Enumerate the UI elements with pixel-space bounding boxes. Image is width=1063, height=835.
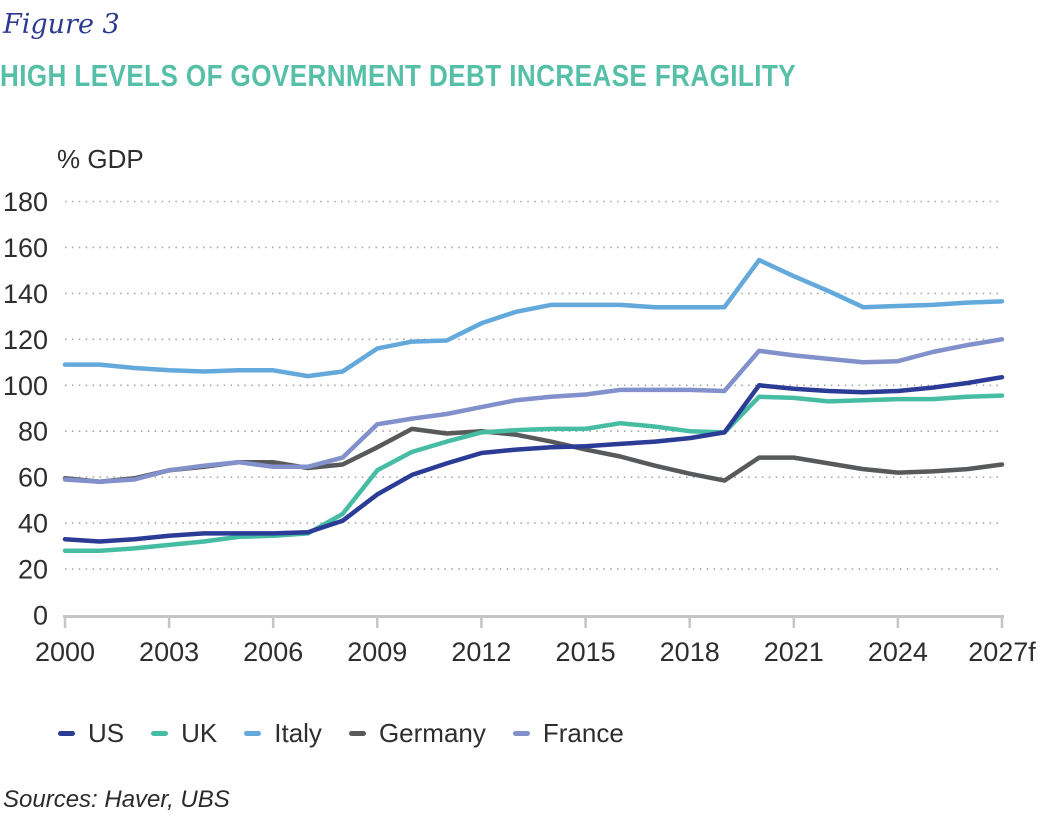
x-tick-label: 2015	[556, 637, 616, 667]
series-line-us	[62, 374, 1005, 544]
legend-label-uk: UK	[181, 718, 218, 748]
us-line-swatch-icon	[58, 730, 75, 736]
italy-line-swatch-icon	[244, 730, 262, 736]
chart-title: HIGH LEVELS OF GOVERNMENT DEBT INCREASE …	[0, 58, 797, 93]
x-tick-label: 2006	[243, 637, 303, 667]
y-tick-label: 0	[33, 601, 48, 631]
uk-line-swatch-icon	[151, 730, 169, 736]
legend-item-us: US	[58, 716, 124, 750]
y-tick-label: 140	[3, 279, 48, 309]
y-tick-label: 120	[3, 325, 48, 355]
series-line-italy	[62, 257, 1005, 379]
legend-label-france: France	[542, 718, 624, 748]
legend-item-uk: UK	[151, 716, 217, 750]
y-tick-label: 20	[18, 555, 48, 585]
legend-label-italy: Italy	[274, 718, 322, 748]
series-line-france	[62, 337, 1005, 485]
legend-label-us: US	[88, 718, 125, 748]
x-tick-label: 2000	[35, 637, 95, 667]
x-tick-label: 2003	[139, 637, 199, 667]
germany-line-swatch-icon	[348, 730, 366, 736]
y-axis-unit-label: % GDP	[57, 144, 144, 174]
figure-label: Figure 3	[3, 9, 120, 40]
x-tick-label: 2012	[451, 637, 511, 667]
y-tick-label: 80	[18, 417, 48, 447]
legend-item-italy: Italy	[244, 716, 322, 750]
debt-chart: % GDP 0 20 40 60 80 100 120 140 160 180 2000 2003 20…	[3, 144, 1036, 667]
chart-legend: US UK Italy Germany France	[58, 716, 1063, 750]
x-tick-label: 2009	[347, 637, 407, 667]
y-tick-label: 180	[3, 187, 48, 217]
y-tick-label: 40	[18, 509, 48, 539]
x-tick-label: 2024	[868, 637, 928, 667]
x-tick-label: 2018	[660, 637, 720, 667]
legend-item-france: France	[512, 716, 624, 750]
y-tick-label: 160	[3, 233, 48, 263]
legend-item-germany: Germany	[348, 716, 486, 750]
france-line-swatch-icon	[512, 730, 530, 736]
x-tick-label: 2027f	[968, 637, 1036, 667]
legend-label-germany: Germany	[378, 718, 486, 748]
source-note: Sources: Haver, UBS	[3, 786, 230, 813]
y-tick-label: 60	[18, 463, 48, 493]
series-line-germany	[62, 426, 1005, 485]
x-tick-label: 2021	[764, 637, 824, 667]
series-line-uk	[62, 393, 1005, 553]
y-tick-label: 100	[3, 371, 48, 401]
